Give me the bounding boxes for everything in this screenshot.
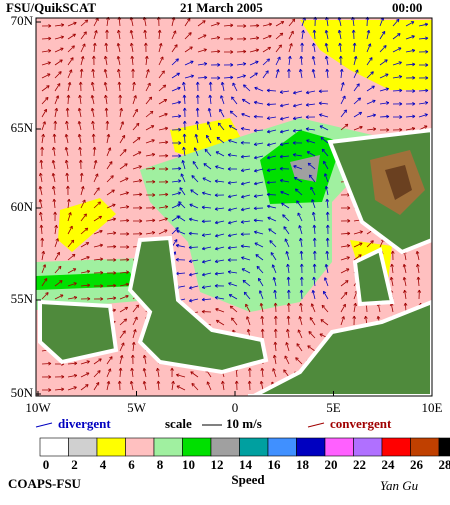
date: 21 March 2005 xyxy=(180,0,263,15)
colorbar-tick: 10 xyxy=(182,457,195,472)
lat-label: 50N xyxy=(11,385,34,400)
colorbar-swatch xyxy=(40,438,69,456)
colorbar: 0246810121416182022242628m/s xyxy=(40,438,450,472)
scale-value: 10 m/s xyxy=(226,416,262,431)
map xyxy=(36,17,432,398)
arrow-head xyxy=(45,122,46,125)
colorbar-swatch xyxy=(126,438,155,456)
arrow-head xyxy=(136,95,137,98)
colorbar-tick: 0 xyxy=(43,457,50,472)
colorbar-swatch xyxy=(325,438,354,456)
lat-label: 55N xyxy=(11,291,34,306)
colorbar-swatch xyxy=(97,438,126,456)
colorbar-swatch xyxy=(382,438,411,456)
colorbar-swatch xyxy=(297,438,326,456)
lon-label: 10E xyxy=(422,400,443,415)
organization: COAPS-FSU xyxy=(8,476,82,491)
colorbar-label: Speed xyxy=(231,472,265,487)
colorbar-tick: 4 xyxy=(100,457,107,472)
arrow-head xyxy=(308,163,311,164)
colorbar-tick: 24 xyxy=(382,457,396,472)
colorbar-swatch xyxy=(69,438,98,456)
arrow-head xyxy=(228,140,231,141)
colorbar-tick: 14 xyxy=(239,457,253,472)
ireland xyxy=(40,302,116,362)
lat-label: 60N xyxy=(11,199,34,214)
colorbar-swatch xyxy=(240,438,269,456)
colorbar-swatch xyxy=(154,438,183,456)
colorbar-swatch xyxy=(411,438,440,456)
colorbar-tick: 18 xyxy=(296,457,310,472)
arrow-head xyxy=(294,165,297,166)
vector-legend: divergent scale 10 m/s convergent xyxy=(36,416,392,431)
colorbar-swatch xyxy=(211,438,240,456)
convergent-arrow xyxy=(308,423,324,427)
colorbar-tick: 28 xyxy=(439,457,450,472)
colorbar-tick: 12 xyxy=(211,457,224,472)
lon-label: 10W xyxy=(25,400,51,415)
arrow-head xyxy=(58,239,59,242)
arrow-head xyxy=(73,240,74,243)
lon-label: 5W xyxy=(127,400,147,415)
time: 00:00 xyxy=(392,0,422,15)
divergent-label: divergent xyxy=(58,416,111,431)
arrow-head xyxy=(344,316,345,319)
arrow-head xyxy=(228,283,231,284)
colorbar-tick: 6 xyxy=(128,457,135,472)
colorbar-swatch xyxy=(183,438,212,456)
colorbar-swatch xyxy=(354,438,383,456)
colorbar-swatch xyxy=(268,438,297,456)
colorbar-tick: 26 xyxy=(410,457,424,472)
lat-label: 70N xyxy=(11,13,34,28)
colorbar-tick: 8 xyxy=(157,457,164,472)
lon-label: 0 xyxy=(232,400,239,415)
arrow-head xyxy=(294,19,295,22)
colorbar-tick: 16 xyxy=(268,457,282,472)
colorbar-tick: 2 xyxy=(71,457,78,472)
divergent-arrow xyxy=(36,423,52,427)
convergent-label: convergent xyxy=(330,416,392,431)
lon-label: 5E xyxy=(326,400,341,415)
lat-label: 65N xyxy=(11,120,34,135)
scale-label: scale xyxy=(165,416,192,431)
colorbar-tick: 22 xyxy=(353,457,366,472)
colorbar-tick: 20 xyxy=(325,457,338,472)
colorbar-swatch xyxy=(439,438,450,456)
author: Yan Gu xyxy=(380,478,419,493)
